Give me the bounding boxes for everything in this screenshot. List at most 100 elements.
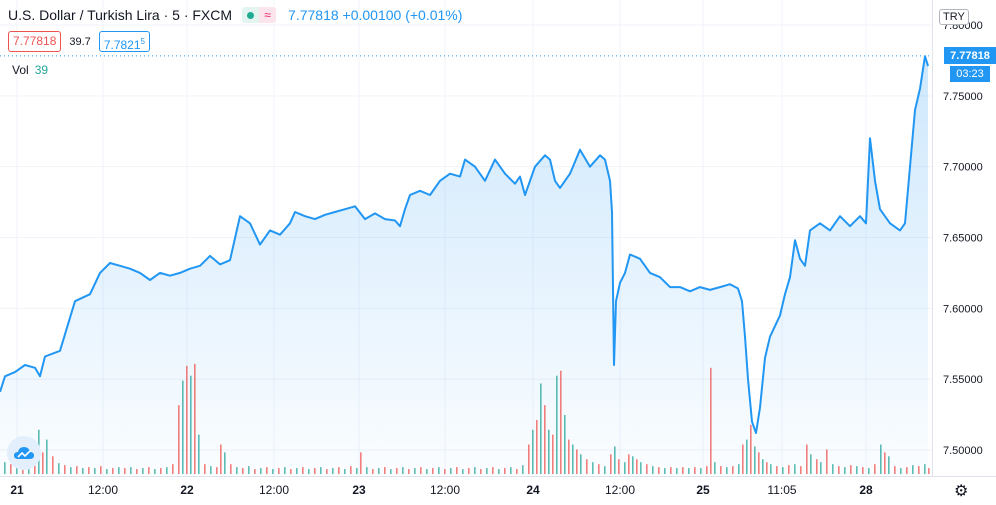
volume-bar xyxy=(738,464,740,474)
volume-bar xyxy=(474,467,476,474)
volume-bar xyxy=(28,465,30,474)
ask-price-button[interactable]: 7.78215 xyxy=(98,31,150,52)
symbol-title[interactable]: U.S. Dollar / Turkish Lira · 5 · FXCM xyxy=(8,7,233,23)
volume-bar xyxy=(296,468,298,474)
volume-bar xyxy=(794,464,796,474)
volume-bar xyxy=(640,462,642,474)
volume-bar xyxy=(396,468,398,474)
volume-bar xyxy=(378,468,380,474)
volume-bar xyxy=(516,469,518,474)
volume-bar xyxy=(742,444,744,474)
volume-bar xyxy=(338,467,340,474)
volume-bar xyxy=(46,439,48,474)
symbol-header: U.S. Dollar / Turkish Lira · 5 · FXCM ≈ … xyxy=(8,4,462,26)
volume-bar xyxy=(592,462,594,474)
volume-label: Vol xyxy=(12,63,29,77)
volume-bar xyxy=(706,466,708,474)
volume-bar xyxy=(624,462,626,474)
time-axis[interactable]: 21 12:00 22 12:00 23 12:00 24 12:00 25 11:05 28 xyxy=(10,483,873,497)
volume-legend[interactable]: Vol 39 xyxy=(12,63,48,77)
volume-bar xyxy=(614,446,616,474)
price-axis[interactable]: 7.800007.750007.700007.650007.600007.550… xyxy=(943,20,983,457)
volume-bar xyxy=(438,467,440,474)
spread-value: 39.7 xyxy=(69,35,91,48)
volume-bar xyxy=(118,467,120,474)
volume-bar xyxy=(532,429,534,474)
market-open-dot-icon xyxy=(242,7,260,23)
volume-bar xyxy=(540,383,542,474)
price-tick-label: 7.65000 xyxy=(943,233,983,245)
bid-price-button[interactable]: 7.77818 xyxy=(8,31,62,52)
volume-bar xyxy=(230,464,232,474)
price-tick-label: 7.75000 xyxy=(943,91,983,103)
price-tick-label: 7.70000 xyxy=(943,162,983,174)
volume-bar xyxy=(350,466,352,474)
bid-ask-row: 7.77818 39.7 7.78215 xyxy=(8,31,150,52)
volume-bar xyxy=(52,456,54,474)
volume-bar xyxy=(178,405,180,474)
volume-bar xyxy=(432,468,434,474)
volume-bar xyxy=(758,452,760,474)
tradingview-cloud-icon[interactable] xyxy=(7,436,41,470)
time-tick-label: 21 xyxy=(10,483,24,497)
volume-bar xyxy=(510,467,512,474)
volume-bar xyxy=(224,452,226,474)
volume-bar xyxy=(800,466,802,474)
time-tick-label: 23 xyxy=(352,483,366,497)
volume-bar xyxy=(462,469,464,474)
volume-bar xyxy=(486,468,488,474)
volume-bar xyxy=(302,467,304,474)
volume-bar xyxy=(564,415,566,474)
volume-bar xyxy=(628,454,630,474)
volume-bar xyxy=(420,467,422,474)
price-line[interactable] xyxy=(0,55,929,434)
volume-bar xyxy=(198,434,200,474)
volume-bar xyxy=(220,444,222,474)
volume-bar xyxy=(776,466,778,474)
volume-bar xyxy=(390,469,392,474)
volume-bar xyxy=(810,454,812,474)
volume-bar xyxy=(260,468,262,474)
volume-bar xyxy=(568,439,570,474)
volume-bar xyxy=(544,405,546,474)
last-price-tag: 7.77818 xyxy=(944,47,996,65)
volume-bar xyxy=(874,464,876,474)
volume-bar xyxy=(106,469,108,474)
volume-bar xyxy=(204,464,206,474)
volume-bar xyxy=(284,467,286,474)
gear-icon[interactable]: ⚙ xyxy=(954,483,969,500)
volume-bar xyxy=(216,467,218,474)
volume-bar xyxy=(586,459,588,474)
volume-bar xyxy=(918,466,920,474)
volume-bar xyxy=(856,466,858,474)
volume-bar xyxy=(314,468,316,474)
volume-bar xyxy=(806,444,808,474)
volume-bar xyxy=(70,467,72,474)
time-tick-label: 12:00 xyxy=(259,483,289,497)
volume-bar xyxy=(528,444,530,474)
time-tick-label: 12:00 xyxy=(430,483,460,497)
volume-bar xyxy=(868,468,870,474)
volume-bar xyxy=(22,466,24,474)
volume-bar xyxy=(682,467,684,474)
time-tick-label: 25 xyxy=(696,483,710,497)
volume-bar xyxy=(384,467,386,474)
volume-bar xyxy=(308,469,310,474)
volume-bar xyxy=(492,467,494,474)
market-status-badge[interactable]: ≈ xyxy=(242,7,277,23)
volume-bar xyxy=(278,468,280,474)
volume-bar xyxy=(632,456,634,474)
volume-bar xyxy=(94,468,96,474)
volume-bar xyxy=(536,419,538,474)
currency-badge[interactable]: TRY xyxy=(939,9,969,25)
volume-bar xyxy=(160,468,162,474)
volume-bar xyxy=(646,464,648,474)
volume-bar xyxy=(862,467,864,474)
volume-bar xyxy=(826,449,828,474)
volume-bar xyxy=(332,468,334,474)
volume-bar xyxy=(10,464,12,474)
time-tick-label: 12:00 xyxy=(605,483,635,497)
volume-bar xyxy=(766,462,768,474)
volume-bar xyxy=(372,469,374,474)
